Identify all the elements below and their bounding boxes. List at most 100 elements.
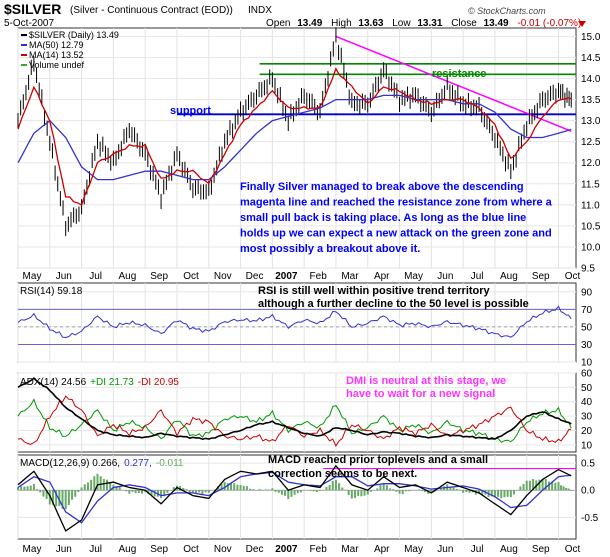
x-tick-label: May [23, 544, 42, 555]
x-tick-label: Apr [374, 544, 390, 555]
ohlc-readout: Open 13.49 High 13.63 Low 13.31 Close 13… [266, 18, 581, 29]
y-tick-label: 30 [581, 412, 593, 423]
legend-entry: $SILVER (Daily) 13.49 [29, 30, 119, 40]
annotation-line: magenta line and reached the resistance … [240, 197, 553, 209]
x-axis-ticks: May Jun Jul Aug Sep Oct Nov Dec 2007 Feb Mar Apr May… [23, 271, 581, 555]
x-tick-label: 2007 [275, 544, 298, 555]
exchange-label: INDX [248, 5, 272, 16]
annotation-line: have to wait for a new signal [346, 388, 495, 400]
open-value: 13.49 [297, 18, 322, 29]
annotation-line: MACD reached prior toplevels and a small [268, 454, 488, 466]
close-value: 13.49 [484, 18, 509, 29]
close-label: Close [451, 18, 477, 29]
x-tick-label: Jul [89, 544, 102, 555]
x-tick-label: May [404, 271, 423, 282]
y-tick-label: 30 [581, 340, 593, 351]
x-tick-label: Mar [341, 544, 359, 555]
y-tick-label: 10.0 [581, 242, 601, 253]
y-tick-label: 10 [581, 358, 593, 369]
symbol-label: $SILVER [4, 1, 61, 17]
resistance-label: resistance [432, 68, 486, 80]
x-tick-label: May [23, 271, 42, 282]
date-label: 5-Oct-2007 [4, 18, 54, 29]
x-tick-label: Sep [150, 544, 168, 555]
adx-series [17, 377, 572, 447]
y-tick-label: 40 [581, 397, 593, 408]
low-label: Low [392, 18, 411, 29]
y-tick-label: 0.5 [581, 459, 595, 470]
y-tick-label: 13.0 [581, 116, 601, 127]
x-tick-label: Dec [246, 544, 264, 555]
y-tick-label: 0.0 [581, 486, 595, 497]
down-arrow-icon [578, 21, 586, 27]
x-tick-label: Mar [341, 271, 359, 282]
y-tick-label: -0.5 [581, 513, 599, 524]
rsi-line [17, 305, 572, 339]
chart-header: $SILVER (Silver - Continuous Contract (E… [4, 1, 586, 29]
rsi-annotation: RSI is still well within positive trend … [258, 285, 529, 310]
x-tick-label: Apr [374, 271, 390, 282]
x-tick-label: Aug [118, 271, 136, 282]
x-tick-label: Oct [183, 544, 199, 555]
x-tick-label: Aug [500, 544, 518, 555]
x-tick-label: May [404, 544, 423, 555]
x-tick-label: Aug [118, 544, 136, 555]
x-tick-label: Nov [214, 271, 232, 282]
description-label: (Silver - Continuous Contract (EOD)) [70, 5, 233, 16]
legend-entry: Volume undef [29, 60, 85, 70]
y-tick-label: 70 [581, 305, 593, 316]
y-tick-label: 14.5 [581, 53, 601, 64]
indicator-label-part: -0.011 [156, 458, 184, 469]
annotation-line: although a further decline to the 50 lev… [258, 298, 529, 310]
ma50-line [17, 94, 572, 181]
support-label: support [170, 105, 211, 117]
legend-entry: MA(50) 12.79 [29, 40, 84, 50]
annotation-line: small pull back is taking place. As long… [240, 212, 526, 224]
y-tick-label: 50 [581, 322, 593, 333]
x-tick-label: Feb [310, 544, 328, 555]
y-tick-label: 12.0 [581, 158, 601, 169]
y-tick-label: 10 [581, 440, 593, 451]
high-label: High [331, 18, 352, 29]
price-annotation: Finally Silver managed to break above th… [240, 181, 553, 255]
y-tick-label: 14.0 [581, 74, 601, 85]
indicator-label-part: ADX(14) 24.56 [20, 377, 87, 388]
rsi-series [17, 305, 576, 345]
indicator-label-part: +DI 21.73 [90, 377, 134, 388]
annotation-line: Finally Silver managed to break above th… [240, 181, 524, 193]
x-tick-label: Oct [183, 271, 199, 282]
indicator-label-part: MACD(12,26,9) 0.266, [20, 458, 120, 469]
x-tick-label: Jun [437, 544, 453, 555]
annotation-line: RSI is still well within positive trend … [258, 285, 491, 297]
macd-line [17, 464, 572, 532]
y-tick-label: 9.5 [581, 264, 595, 275]
macd-labels: MACD(12,26,9) 0.266, 0.277, -0.011 [20, 458, 184, 469]
brand-label: © StockCharts.com [468, 6, 546, 16]
y-tick-label: 11.0 [581, 200, 600, 211]
annotation-line: holds up we can expect a new attack on t… [240, 228, 552, 240]
macd-signal-line [17, 471, 572, 524]
x-tick-label: Sep [532, 544, 550, 555]
macd-annotation: MACD reached prior toplevels and a small… [268, 454, 488, 480]
annotation-line: DMI is neutral at this stage, we [346, 375, 506, 387]
y-tick-label: 50 [581, 383, 593, 394]
ma14-line [17, 67, 572, 207]
adx-line [17, 377, 572, 441]
adx-labels: ADX(14) 24.56 +DI 21.73 -DI 20.95 [20, 377, 179, 388]
legend-entry: MA(14) 13.52 [29, 50, 84, 60]
y-tick-label: 60 [581, 369, 593, 380]
x-tick-label: Jun [56, 271, 72, 282]
x-tick-label: 2007 [275, 271, 298, 282]
x-tick-label: Sep [532, 271, 550, 282]
x-tick-label: Sep [150, 271, 168, 282]
annotation-line: correction seems to be next. [268, 468, 417, 480]
x-tick-label: Jul [471, 271, 484, 282]
rsi-label: RSI(14) 59.18 [20, 286, 83, 297]
y-tick-label: 10.5 [581, 221, 601, 232]
x-tick-label: Dec [246, 271, 264, 282]
annotation-line: most possibly a breakout above it. [240, 243, 420, 255]
